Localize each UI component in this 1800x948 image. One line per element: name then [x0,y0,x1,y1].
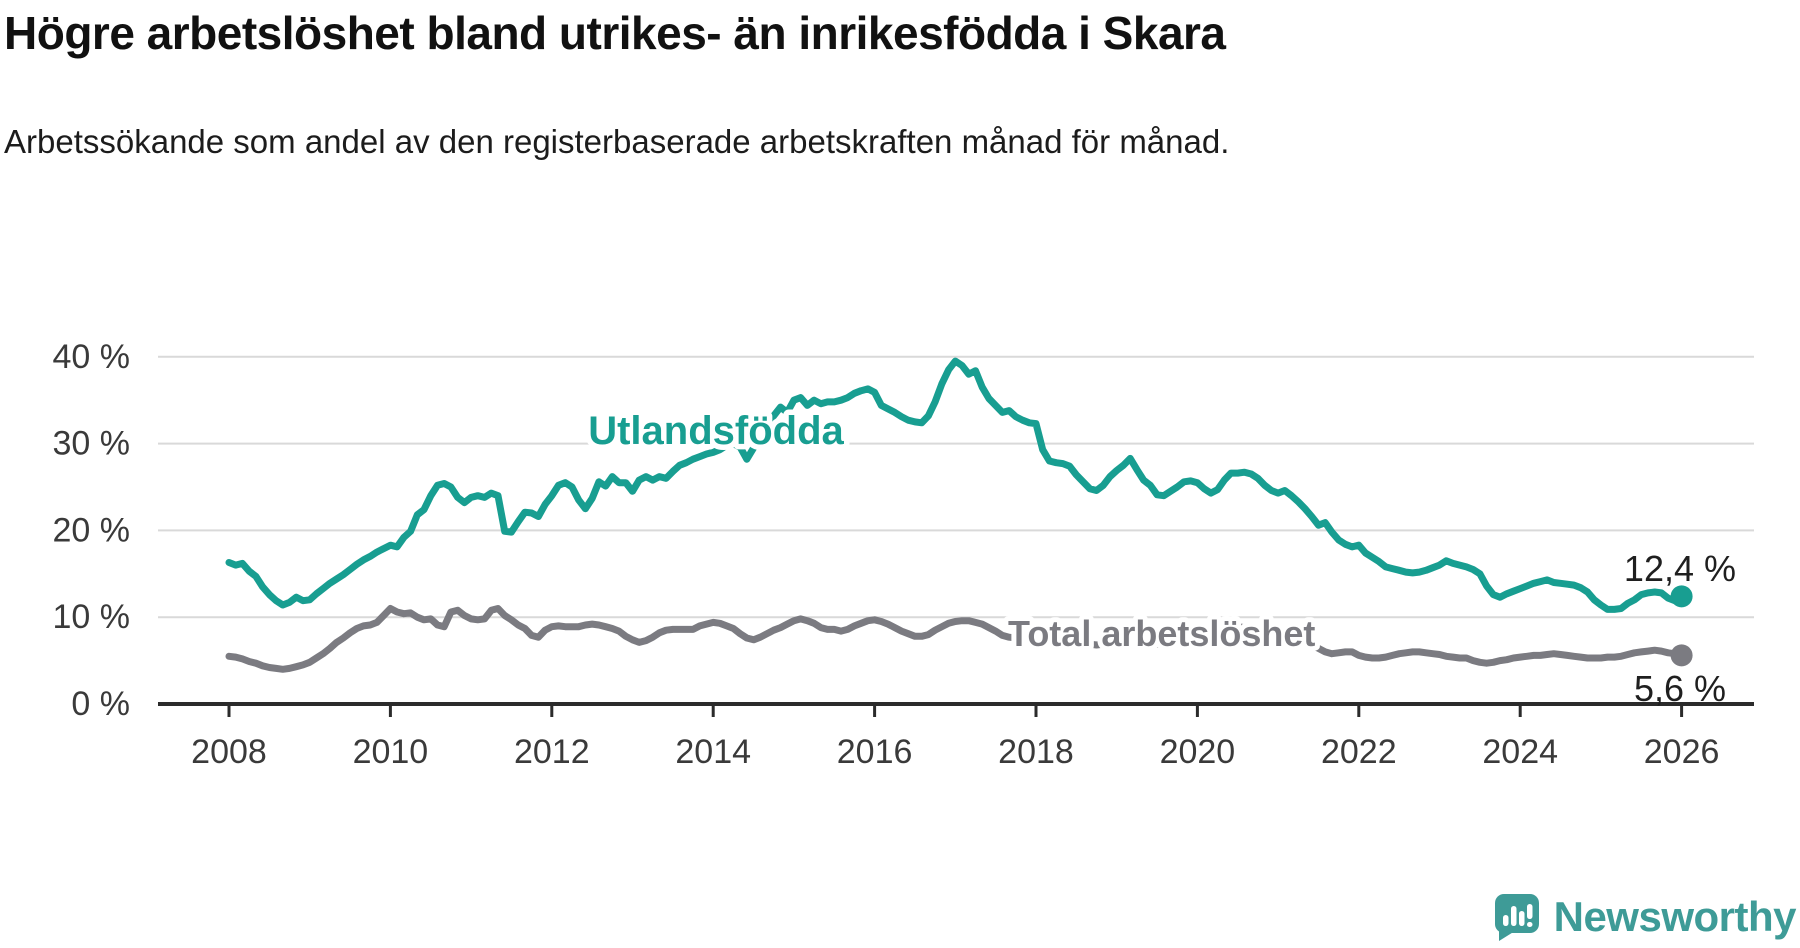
series-line-foreign [225,357,1686,613]
x-tick-label-2008: 2008 [191,733,267,771]
y-tick-label-20: 20 % [53,511,131,549]
series-end-value-foreign: 12,4 % [1624,548,1736,589]
x-tick-label-2016: 2016 [837,733,913,771]
y-tick-label-10: 10 % [53,598,131,636]
newsworthy-wordmark: Newsworthy [1553,893,1797,940]
y-axis-labels: 0 % 10 % 20 % 30 % 40 % [53,338,131,723]
x-tick-label-2022: 2022 [1321,733,1397,771]
x-axis: 2008 2010 2012 2014 2016 2018 2020 2022 2024 2026 [158,702,1754,771]
series-end-value-total: 5,6 % [1634,668,1726,709]
series-end-dot-foreign [1670,585,1693,608]
x-tick-label-2012: 2012 [514,733,590,771]
x-tick-label-2024: 2024 [1482,733,1558,771]
x-tick-label-2026: 2026 [1644,733,1720,771]
bar-chart-glyph [1502,904,1533,927]
x-tick-label-2018: 2018 [998,733,1074,771]
x-tick-label-2020: 2020 [1160,733,1236,771]
series-line-total [225,605,1686,673]
series-end-dot-total [1670,644,1693,667]
y-tick-label-40: 40 % [53,338,131,376]
series-lines [225,357,1686,673]
series-label-foreign: Utlandsfödda [588,409,844,453]
y-tick-label-0: 0 % [71,685,130,723]
series-inline-labels: Total arbetslöshet Utlandsfödda [583,404,1321,660]
newsworthy-logo-icon [1494,894,1539,941]
gridlines [158,355,1754,619]
series-end-dots [1670,585,1693,667]
x-tick-label-2014: 2014 [675,733,751,771]
chart-title: Högre arbetslöshet bland utrikes- än inr… [4,7,1226,59]
y-tick-label-30: 30 % [53,425,131,463]
speech-bubble-shape [1494,894,1539,941]
x-tick-label-2010: 2010 [353,733,429,771]
chart-subtitle: Arbetssökande som andel av den registerb… [4,123,1230,160]
newsworthy-logo: Newsworthy [1492,892,1797,942]
series-label-total: Total arbetslöshet [1008,613,1315,654]
series-end-labels: 5,6 % 12,4 % [1624,548,1736,709]
